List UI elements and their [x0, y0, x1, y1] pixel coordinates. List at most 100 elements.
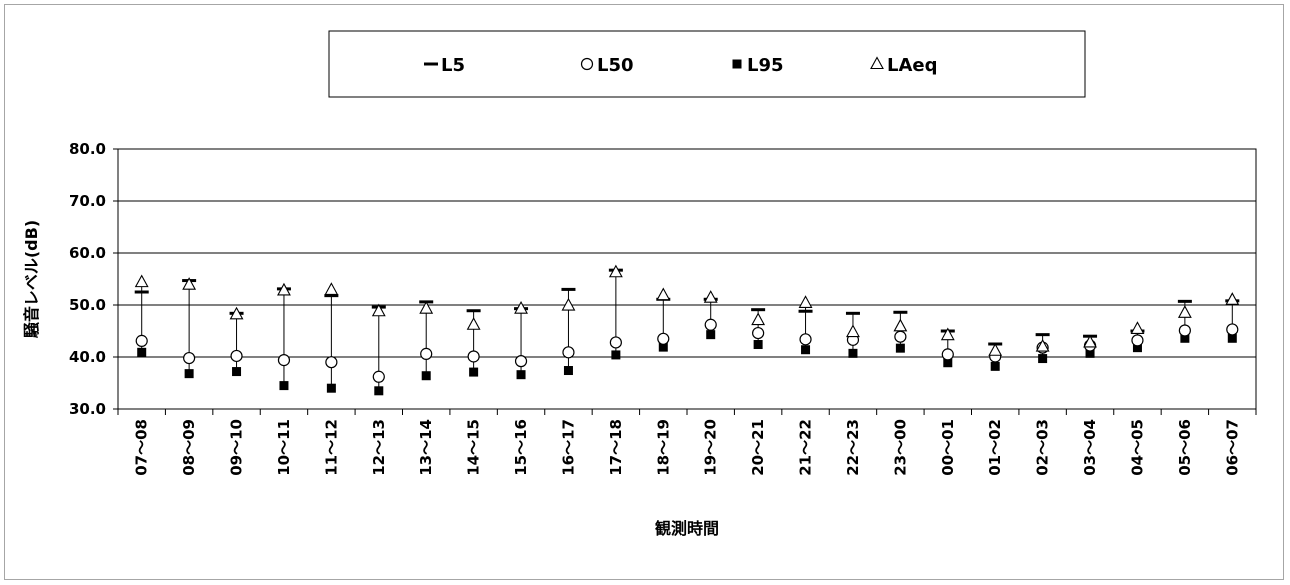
point-laeq [656, 287, 671, 301]
x-tick-label: 16～17 [559, 419, 577, 476]
x-tick-label: 09～10 [228, 419, 246, 476]
point-laeq [893, 318, 908, 332]
point-l95 [1085, 348, 1095, 358]
point-laeq [324, 282, 339, 295]
point-l5 [561, 287, 576, 291]
x-tick-label: 18～19 [654, 419, 672, 476]
point-l5 [1035, 333, 1050, 337]
point-l95 [563, 366, 573, 376]
point-l50 [135, 334, 148, 347]
point-l50 [420, 347, 433, 360]
point-l50 [894, 330, 907, 343]
point-laeq [1225, 292, 1240, 305]
x-tick-label: 15～16 [512, 419, 530, 476]
x-axis: 07～08 08～09 09～10 10～11 11～12 12～13 13～14 14～15… [117, 409, 1257, 476]
point-l50 [230, 349, 243, 363]
x-tick-label: 11～12 [322, 419, 340, 476]
point-l95 [611, 350, 621, 360]
point-l5 [845, 311, 860, 315]
x-tick-label: 13～14 [417, 419, 435, 476]
point-l50 [704, 318, 717, 331]
point-l95 [801, 345, 811, 355]
data-marks [134, 264, 1240, 396]
point-laeq [1035, 338, 1050, 352]
point-laeq [514, 300, 528, 314]
x-tick-label: 12～13 [370, 419, 388, 476]
point-l5 [751, 308, 766, 312]
legend-label: L95 [747, 55, 784, 76]
point-l95 [184, 369, 194, 379]
point-laeq [703, 290, 718, 303]
x-tick-label: 17～18 [607, 419, 625, 476]
legend-marker-l95 [732, 59, 742, 69]
point-l95 [374, 386, 384, 396]
point-laeq [846, 324, 860, 338]
point-laeq [1083, 334, 1097, 348]
point-l50 [325, 356, 338, 369]
plot-border [117, 148, 1257, 410]
point-l95 [1038, 354, 1048, 364]
point-laeq [371, 303, 386, 317]
point-l95 [326, 383, 336, 393]
point-l50 [1178, 324, 1191, 337]
chart-frame: L5 L50 L95 LAeq 30.0 40.0 50.0 60.0 70.0 80.0 07… [4, 4, 1284, 580]
noise-level-chart: L5 L50 L95 LAeq 30.0 40.0 50.0 60.0 70.0 80.0 07… [22, 30, 1257, 538]
y-tick-label: 50.0 [69, 296, 106, 314]
x-tick-label: 20～21 [749, 419, 767, 476]
y-axis: 30.0 40.0 50.0 60.0 70.0 80.0 [69, 140, 118, 418]
point-l50 [562, 346, 575, 359]
point-l50 [277, 354, 291, 367]
point-l50 [372, 370, 385, 383]
point-l50 [752, 326, 765, 340]
y-tick-label: 70.0 [69, 192, 106, 210]
point-l95 [137, 347, 147, 357]
grid-lines [118, 148, 1256, 358]
legend-border [328, 30, 1086, 98]
x-axis-title: 観測時間 [655, 519, 719, 538]
point-laeq [940, 327, 955, 341]
x-tick-label: 01～02 [986, 419, 1004, 476]
point-l95 [706, 330, 716, 340]
point-l95 [516, 370, 526, 380]
y-tick-label: 40.0 [69, 348, 106, 366]
point-l95 [279, 381, 289, 391]
point-l95 [1132, 343, 1142, 353]
legend: L5 L50 L95 LAeq [328, 30, 1086, 98]
point-l50 [609, 336, 622, 349]
point-l95 [1180, 333, 1190, 343]
legend-label: L5 [441, 55, 465, 76]
point-laeq [561, 297, 576, 311]
point-laeq [988, 343, 1003, 356]
point-l50 [941, 348, 954, 361]
point-laeq [419, 300, 434, 314]
x-tick-label: 14～15 [465, 419, 483, 476]
point-l95 [232, 367, 242, 377]
point-l5 [1177, 299, 1192, 303]
x-tick-label: 21～22 [797, 419, 815, 476]
point-laeq [1130, 321, 1145, 334]
y-tick-label: 80.0 [69, 140, 106, 158]
point-l50 [799, 333, 812, 346]
point-laeq [134, 274, 149, 288]
point-l5 [798, 309, 813, 313]
x-tick-label: 00～01 [939, 419, 957, 476]
x-tick-label: 23～00 [891, 419, 909, 476]
point-l50 [657, 332, 670, 345]
point-l50 [467, 350, 480, 363]
point-l50 [183, 351, 196, 365]
plot-area [117, 148, 1257, 410]
x-tick-label: 07～08 [133, 419, 151, 476]
point-l5 [324, 294, 339, 298]
point-laeq [1177, 305, 1192, 318]
x-tick-label: 04～05 [1128, 419, 1146, 476]
point-l95 [1227, 333, 1237, 343]
x-tick-label: 02～03 [1034, 419, 1052, 476]
y-axis-title: 騒音レベル(dB) [22, 220, 41, 339]
legend-label: LAeq [887, 55, 938, 76]
point-l5 [134, 290, 149, 294]
point-l95 [753, 340, 763, 350]
point-l50 [1226, 323, 1239, 336]
point-laeq [608, 264, 623, 278]
point-l95 [943, 358, 953, 368]
point-l95 [895, 343, 905, 353]
